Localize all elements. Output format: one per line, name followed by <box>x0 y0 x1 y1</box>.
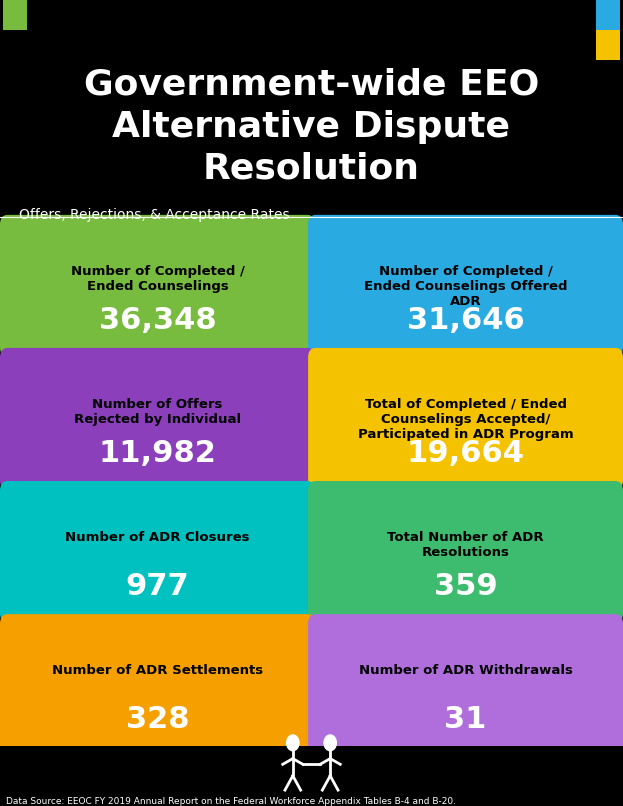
Text: Number of Offers
Rejected by Individual: Number of Offers Rejected by Individual <box>74 398 241 426</box>
Circle shape <box>324 735 336 750</box>
FancyBboxPatch shape <box>3 0 27 31</box>
FancyBboxPatch shape <box>308 614 623 756</box>
FancyBboxPatch shape <box>308 348 623 490</box>
Text: 359: 359 <box>434 571 497 600</box>
Text: Number of Completed /
Ended Counselings: Number of Completed / Ended Counselings <box>70 265 244 293</box>
FancyBboxPatch shape <box>596 0 620 31</box>
FancyBboxPatch shape <box>596 727 620 758</box>
Text: Total Number of ADR
Resolutions: Total Number of ADR Resolutions <box>388 531 544 559</box>
FancyBboxPatch shape <box>3 727 27 758</box>
Text: 36,348: 36,348 <box>98 305 216 334</box>
FancyBboxPatch shape <box>0 614 315 756</box>
FancyBboxPatch shape <box>308 481 623 623</box>
Text: 11,982: 11,982 <box>98 438 216 467</box>
FancyBboxPatch shape <box>0 481 315 623</box>
Text: Offers, Rejections, & Acceptance Rates: Offers, Rejections, & Acceptance Rates <box>19 209 289 222</box>
FancyBboxPatch shape <box>308 215 623 357</box>
FancyBboxPatch shape <box>0 746 623 796</box>
Text: Total of Completed / Ended
Counselings Accepted/
Participated in ADR Program: Total of Completed / Ended Counselings A… <box>358 398 573 441</box>
Text: Number of ADR Closures: Number of ADR Closures <box>65 531 250 544</box>
Text: Number of Completed /
Ended Counselings Offered
ADR: Number of Completed / Ended Counselings … <box>364 265 568 308</box>
Text: 31: 31 <box>444 705 487 734</box>
FancyBboxPatch shape <box>596 31 620 60</box>
Text: Data Source: EEOC FY 2019 Annual Report on the Federal Workforce Appendix Tables: Data Source: EEOC FY 2019 Annual Report … <box>6 797 456 806</box>
FancyBboxPatch shape <box>596 758 620 787</box>
FancyBboxPatch shape <box>0 348 315 490</box>
Text: 31,646: 31,646 <box>407 305 525 334</box>
Circle shape <box>287 735 299 750</box>
Text: 977: 977 <box>126 571 189 600</box>
FancyBboxPatch shape <box>0 215 315 357</box>
Text: Number of ADR Settlements: Number of ADR Settlements <box>52 664 263 677</box>
Text: Number of ADR Withdrawals: Number of ADR Withdrawals <box>359 664 573 677</box>
Text: 328: 328 <box>126 705 189 734</box>
Text: Government-wide EEO
Alternative Dispute
Resolution: Government-wide EEO Alternative Dispute … <box>84 68 539 186</box>
Text: 19,664: 19,664 <box>407 438 525 467</box>
